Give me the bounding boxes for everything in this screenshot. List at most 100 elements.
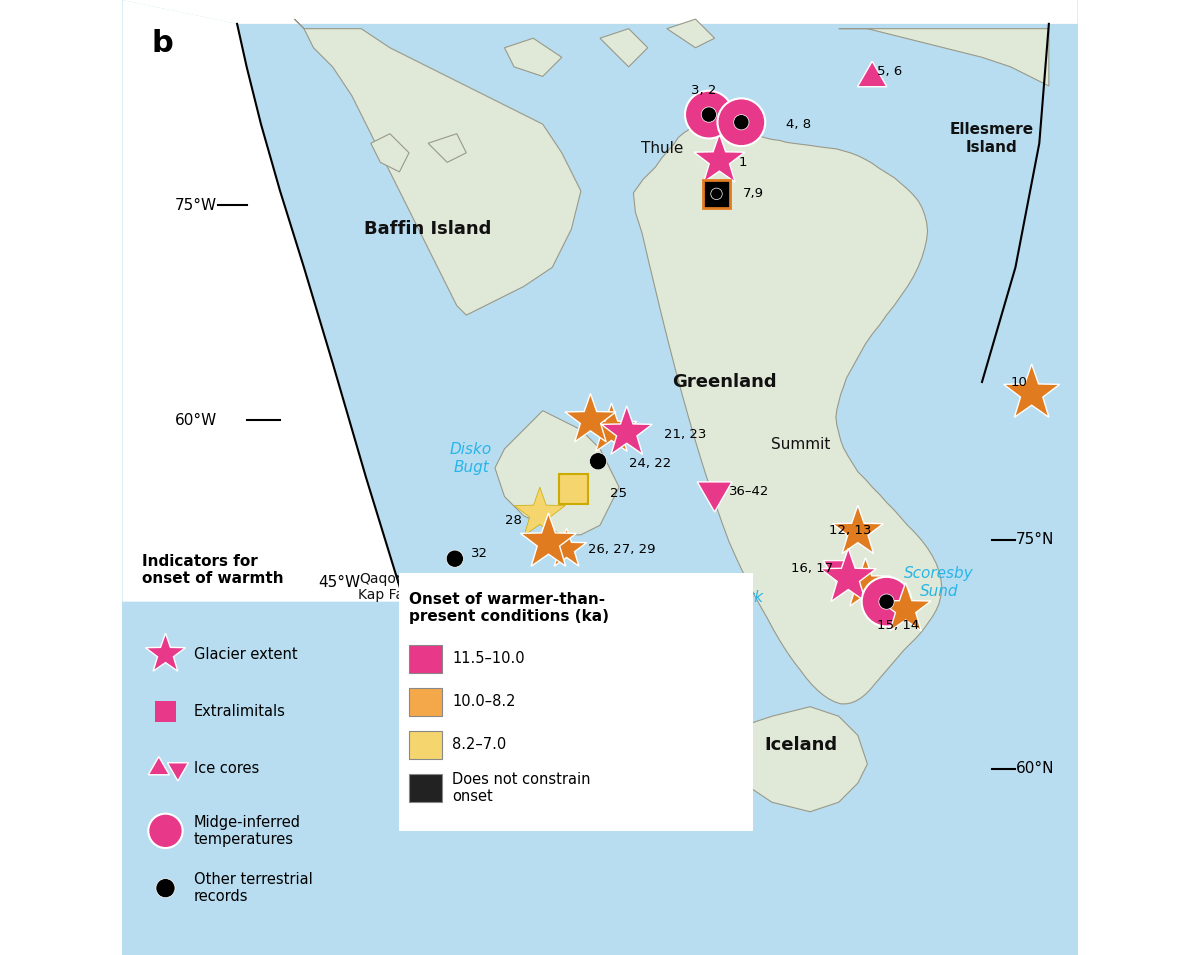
Polygon shape [823, 561, 851, 584]
Text: Iceland: Iceland [764, 736, 838, 753]
Bar [409, 774, 443, 802]
Text: Denmark
Strait: Denmark Strait [694, 590, 764, 623]
Polygon shape [601, 406, 652, 455]
Polygon shape [485, 611, 571, 688]
Text: Onset of warmer-than-
present conditions (ka): Onset of warmer-than- present conditions… [409, 592, 610, 625]
Bar [703, 180, 730, 207]
Circle shape [862, 577, 911, 626]
Text: Thule: Thule [641, 140, 683, 156]
Text: 8.2–7.0: 8.2–7.0 [452, 737, 506, 753]
Text: 32: 32 [472, 547, 488, 561]
Polygon shape [494, 411, 619, 535]
Circle shape [446, 550, 463, 567]
Text: Scoresby
Sund: Scoresby Sund [905, 566, 974, 599]
Text: 12, 13: 12, 13 [829, 523, 871, 537]
Circle shape [718, 98, 766, 146]
Text: Baffin Island: Baffin Island [365, 221, 492, 238]
Polygon shape [122, 0, 1078, 955]
Text: 3, 2: 3, 2 [691, 84, 716, 97]
Text: b: b [151, 29, 173, 57]
Polygon shape [122, 0, 404, 602]
Polygon shape [521, 513, 576, 566]
Polygon shape [371, 134, 409, 172]
Text: 30, 34: 30, 34 [494, 590, 538, 604]
Bar [400, 573, 752, 831]
Text: 20: 20 [672, 619, 689, 632]
Polygon shape [149, 756, 169, 775]
Text: 36–42: 36–42 [728, 485, 769, 499]
Text: Qaqortoq/
Kap Farvel: Qaqortoq/ Kap Farvel [359, 572, 431, 603]
Polygon shape [294, 19, 581, 315]
Polygon shape [145, 633, 186, 671]
Text: Indicators for
onset of warmth: Indicators for onset of warmth [142, 554, 283, 586]
Bar [409, 688, 443, 716]
Circle shape [149, 814, 182, 848]
Text: 7,9: 7,9 [743, 187, 764, 201]
Text: 19: 19 [595, 590, 612, 604]
Text: Ellesmere
Island: Ellesmere Island [949, 122, 1033, 155]
Text: Greenland: Greenland [672, 373, 776, 391]
Polygon shape [880, 583, 931, 631]
Polygon shape [696, 707, 868, 812]
Bar [558, 475, 588, 503]
Polygon shape [167, 763, 188, 781]
Bar [155, 701, 176, 722]
Bar [409, 731, 443, 759]
Circle shape [710, 188, 722, 200]
Text: 26, 27, 29: 26, 27, 29 [588, 542, 655, 556]
Polygon shape [643, 602, 694, 650]
Circle shape [878, 594, 894, 609]
Polygon shape [821, 548, 876, 602]
Text: 4, 8: 4, 8 [786, 117, 811, 131]
Bar [409, 645, 443, 673]
Polygon shape [694, 134, 745, 182]
Text: 31, 33, 35: 31, 33, 35 [481, 635, 548, 648]
Polygon shape [546, 528, 587, 566]
Polygon shape [839, 29, 1049, 86]
Text: Ice cores: Ice cores [194, 761, 259, 776]
Text: 11.5–10.0: 11.5–10.0 [452, 651, 524, 667]
Text: Extralimitals: Extralimitals [194, 704, 286, 719]
Text: 15, 14: 15, 14 [877, 619, 919, 632]
Text: 75°N: 75°N [1015, 532, 1054, 547]
Polygon shape [504, 38, 562, 76]
Polygon shape [1003, 364, 1060, 417]
Circle shape [589, 453, 607, 470]
Text: Other terrestrial
records: Other terrestrial records [194, 872, 313, 904]
Circle shape [701, 107, 716, 122]
Text: Disko
Bugt: Disko Bugt [450, 442, 492, 475]
Text: 10: 10 [1010, 375, 1027, 389]
Polygon shape [667, 19, 715, 48]
Text: 45°W: 45°W [318, 575, 360, 590]
Circle shape [685, 91, 733, 138]
Circle shape [481, 588, 499, 605]
Polygon shape [586, 403, 637, 452]
Text: 5, 6: 5, 6 [877, 65, 902, 78]
Polygon shape [634, 123, 942, 704]
Polygon shape [565, 393, 616, 442]
Text: Summit: Summit [770, 436, 830, 452]
Circle shape [733, 115, 749, 130]
Text: 28: 28 [504, 514, 521, 527]
Text: 1: 1 [738, 156, 746, 169]
Text: 21, 23: 21, 23 [664, 428, 707, 441]
Text: Glacier extent: Glacier extent [194, 647, 298, 662]
Polygon shape [428, 134, 467, 162]
Text: Does not constrain
onset: Does not constrain onset [452, 772, 590, 804]
Polygon shape [445, 600, 506, 658]
Text: 60°N: 60°N [1015, 761, 1054, 776]
Text: 24, 22: 24, 22 [629, 456, 671, 470]
Polygon shape [697, 482, 732, 512]
Polygon shape [833, 505, 883, 554]
Polygon shape [515, 487, 565, 536]
Circle shape [470, 626, 481, 638]
Polygon shape [858, 61, 887, 87]
Circle shape [156, 879, 175, 898]
Polygon shape [122, 0, 1078, 24]
Text: 16, 17: 16, 17 [791, 562, 833, 575]
Polygon shape [596, 574, 652, 627]
Polygon shape [600, 29, 648, 67]
Text: 60°W: 60°W [175, 413, 217, 428]
Text: 75°W: 75°W [175, 198, 217, 213]
Text: 10.0–8.2: 10.0–8.2 [452, 694, 516, 710]
